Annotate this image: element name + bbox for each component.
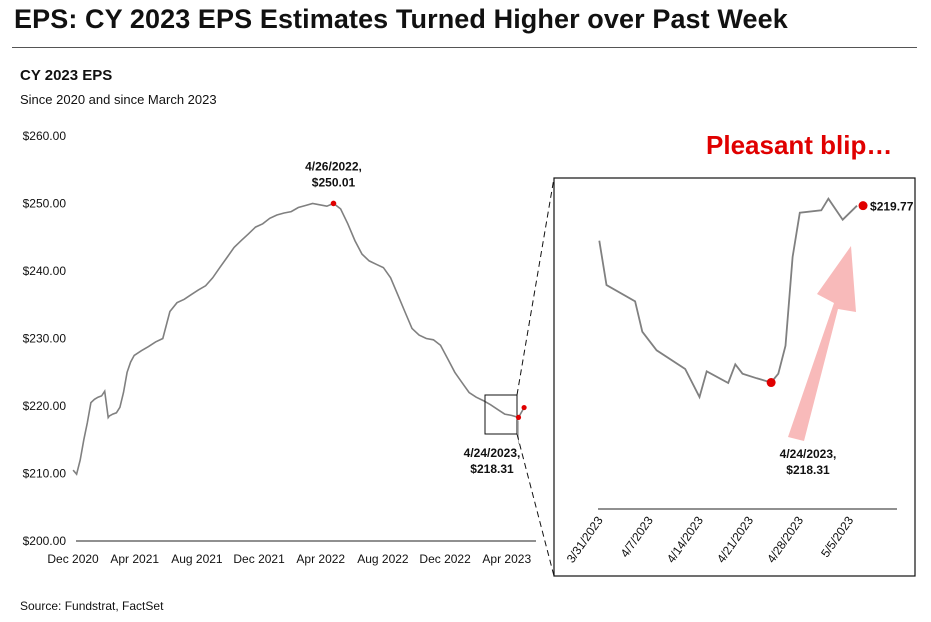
low-marker [515, 414, 522, 421]
zoom-connector-bottom [516, 433, 555, 577]
y-tick-label: $250.00 [23, 197, 67, 211]
eps-series-line [72, 202, 525, 476]
x-tick-label: Dec 2022 [419, 552, 471, 566]
peak-marker [330, 200, 337, 207]
x-tick-label: Aug 2022 [357, 552, 409, 566]
zoom-low-marker [766, 378, 776, 388]
title-divider [12, 47, 917, 48]
low-label-date: 4/24/2023, [464, 446, 521, 460]
chart-subtitle: Since 2020 and since March 2023 [20, 92, 217, 107]
callout-text: Pleasant blip… [706, 130, 893, 160]
zoom-panel: 3/31/2023 4/7/2023 4/14/2023 4/21/2023 4/28/… [516, 177, 916, 577]
x-tick-label: Aug 2021 [171, 552, 223, 566]
zoom-low-label-value: $218.31 [786, 463, 830, 477]
page-title: EPS: CY 2023 EPS Estimates Turned Higher… [14, 4, 788, 34]
y-tick-label: $240.00 [23, 264, 67, 278]
up-arrow-shape [788, 246, 856, 441]
peak-label-value: $250.01 [312, 175, 356, 189]
zoom-panel-frame [553, 177, 916, 577]
zoom-latest-label: $219.77 [870, 200, 914, 214]
y-tick-label: $200.00 [23, 534, 67, 548]
x-tick-label: Dec 2021 [233, 552, 285, 566]
x-tick-label: Apr 2022 [296, 552, 345, 566]
zoom-low-label-date: 4/24/2023, [780, 447, 837, 461]
x-tick-label: Apr 2023 [482, 552, 531, 566]
x-tick-label: Dec 2020 [47, 552, 99, 566]
low-label-value: $218.31 [470, 462, 514, 476]
zoom-series-line [598, 197, 858, 400]
y-tick-label: $220.00 [23, 399, 67, 413]
y-tick-label: $260.00 [23, 129, 67, 143]
zoom-latest-marker [858, 201, 868, 211]
chart-title: CY 2023 EPS [20, 67, 113, 84]
peak-label-date: 4/26/2022, [305, 159, 362, 173]
main-chart: $200.00 $210.00 $220.00 $230.00 $240.00 $250.… [23, 129, 536, 566]
zoom-region-box [484, 394, 518, 435]
latest-marker [521, 404, 527, 411]
x-tick-label: Apr 2021 [110, 552, 159, 566]
source-note: Source: Fundstrat, FactSet [20, 599, 164, 613]
y-tick-label: $230.00 [23, 332, 67, 346]
zoom-connector-top [516, 177, 555, 396]
y-tick-label: $210.00 [23, 467, 67, 481]
